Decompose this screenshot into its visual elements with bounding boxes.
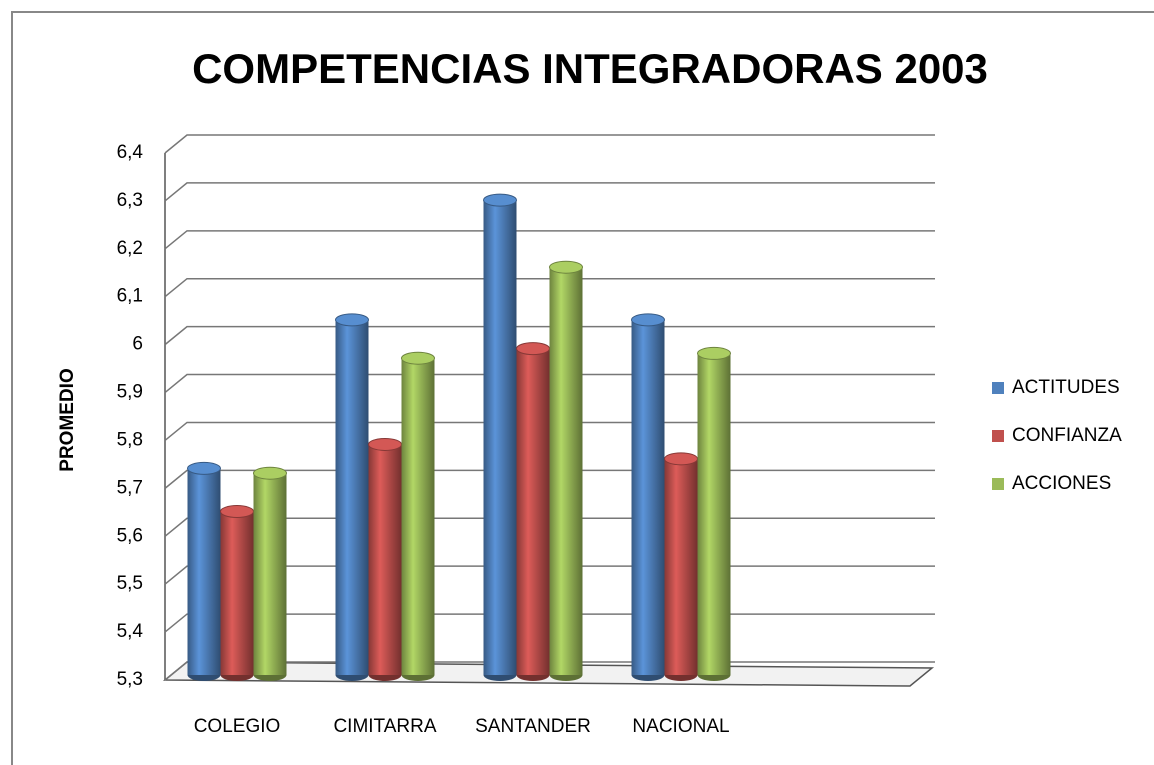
y-tick-label: 5,5 (117, 573, 143, 594)
y-tick-label: 6,2 (117, 238, 143, 259)
legend-swatch (992, 430, 1004, 442)
bar (483, 200, 517, 676)
y-tick-label: 6,1 (117, 286, 143, 307)
y-tick-label: 5,3 (117, 669, 143, 690)
bar (368, 444, 402, 675)
y-tick-label: 5,7 (117, 477, 143, 498)
bar-top (697, 346, 731, 360)
y-tick-label: 5,6 (117, 525, 143, 546)
y-tick-label: 6,3 (117, 190, 143, 211)
y-axis-label: PROMEDIO (57, 368, 78, 471)
bar (335, 319, 369, 675)
grid-line (164, 182, 935, 202)
bar-top (368, 437, 402, 451)
bar-top (631, 313, 665, 327)
bar-top (664, 452, 698, 466)
bar-top (516, 342, 550, 356)
x-tick-label: NACIONAL (632, 716, 729, 737)
bar (220, 511, 254, 675)
bar (664, 458, 698, 675)
bar-top (220, 505, 254, 519)
bar (253, 473, 287, 675)
bar (187, 468, 221, 675)
y-tick-label: 5,8 (117, 429, 143, 450)
y-tick-label: 6 (132, 334, 143, 355)
grid-line (164, 373, 935, 394)
bar-top (187, 461, 221, 475)
grid-line (164, 325, 935, 346)
x-tick-label: CIMITARRA (333, 716, 436, 737)
x-tick-label: COLEGIO (194, 716, 281, 737)
grid-line (164, 277, 935, 298)
bar-top (253, 466, 287, 480)
legend-label: ACCIONES (1012, 473, 1111, 494)
chart-title: COMPETENCIAS INTEGRADORAS 2003 (192, 45, 988, 92)
chart-frame (11, 11, 1154, 765)
bar-top (549, 260, 583, 274)
y-tick-label: 5,4 (117, 621, 144, 642)
bar (697, 353, 731, 675)
y-tick-label: 6,4 (117, 142, 144, 163)
bar (401, 358, 435, 675)
legend-label: CONFIANZA (1012, 425, 1122, 446)
x-tick-label: SANTANDER (475, 716, 591, 737)
bar-top (483, 193, 517, 207)
legend-label: ACTITUDES (1012, 377, 1120, 398)
bar (631, 319, 665, 675)
legend-swatch (992, 382, 1004, 394)
bar (516, 348, 550, 675)
y-tick-label: 5,9 (117, 382, 143, 403)
legend-swatch (992, 478, 1004, 490)
grid-line (164, 134, 935, 154)
bar-top (401, 351, 435, 365)
bar (549, 267, 583, 675)
grid-line (164, 421, 935, 442)
grid-line (164, 230, 935, 250)
bar-top (335, 313, 369, 327)
